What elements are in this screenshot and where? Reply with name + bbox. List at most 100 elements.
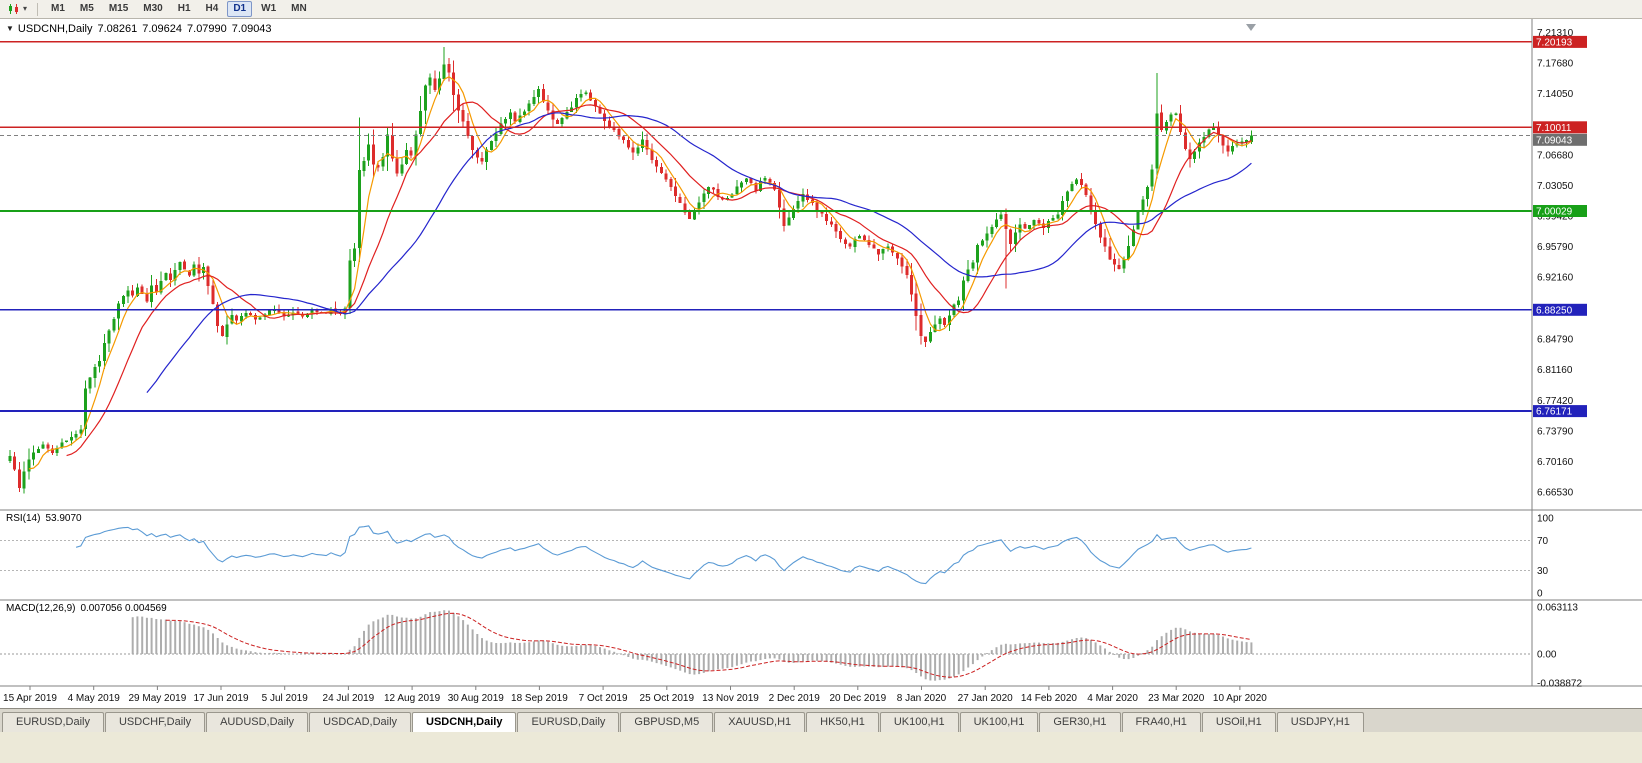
tab-hk50-h1[interactable]: HK50,H1: [806, 712, 879, 732]
svg-text:6.95790: 6.95790: [1537, 242, 1574, 253]
svg-text:4 Mar 2020: 4 Mar 2020: [1087, 693, 1138, 704]
svg-text:0.063113: 0.063113: [1537, 603, 1578, 614]
tab-usdcad-daily[interactable]: USDCAD,Daily: [309, 712, 412, 732]
svg-text:7.17680: 7.17680: [1537, 58, 1574, 69]
svg-text:27 Jan 2020: 27 Jan 2020: [958, 693, 1013, 704]
svg-text:0.00: 0.00: [1537, 650, 1557, 661]
svg-text:6.92160: 6.92160: [1537, 273, 1574, 284]
price-axis-labels: 7.21310 7.17680 7.14050 7.06680 7.03050 6.994…: [1537, 28, 1574, 499]
svg-text:7.10011: 7.10011: [1536, 123, 1572, 134]
chart-shift-marker-icon: [1246, 24, 1256, 31]
ohlc-open: 7.08261: [97, 23, 138, 35]
timeframe-button-m5[interactable]: M5: [79, 3, 94, 14]
tab-eurusd-daily[interactable]: EURUSD,Daily: [2, 712, 104, 732]
svg-text:18 Sep 2019: 18 Sep 2019: [511, 693, 568, 704]
timeframe-button-d1[interactable]: D1: [227, 1, 253, 17]
rsi-indicator-name: RSI(14): [6, 513, 41, 524]
tab-audusd-daily[interactable]: AUDUSD,Daily: [206, 712, 309, 732]
svg-text:4 May 2019: 4 May 2019: [68, 693, 121, 704]
timeframe-button-m1[interactable]: M1: [51, 3, 65, 14]
svg-text:30: 30: [1537, 566, 1549, 577]
rsi-panel: 100 70 30 0: [0, 514, 1554, 600]
svg-text:25 Oct 2019: 25 Oct 2019: [640, 693, 695, 704]
svg-text:6.88250: 6.88250: [1536, 305, 1573, 316]
svg-text:100: 100: [1537, 514, 1554, 525]
tab-uk100-h1[interactable]: UK100,H1: [879, 712, 959, 732]
svg-text:6.66530: 6.66530: [1537, 488, 1574, 499]
svg-text:8 Jan 2020: 8 Jan 2020: [897, 693, 947, 704]
tab-usdjpy-h1[interactable]: USDJPY,H1: [1276, 712, 1364, 732]
svg-text:6.70160: 6.70160: [1537, 457, 1574, 468]
svg-text:0: 0: [1537, 589, 1543, 600]
svg-text:7.21310: 7.21310: [1537, 28, 1574, 39]
ma-medium-line: [66, 101, 1252, 457]
svg-text:7.06680: 7.06680: [1537, 151, 1574, 162]
chart-panel[interactable]: 7.21310 7.17680 7.14050 7.06680 7.03050 6.994…: [0, 19, 1642, 708]
tab-fra40-h1[interactable]: FRA40,H1: [1121, 712, 1201, 732]
tab-usdcnh-daily[interactable]: USDCNH,Daily: [412, 712, 517, 732]
timeframe-button-m15[interactable]: M15: [108, 3, 129, 14]
time-axis-labels[interactable]: 15 Apr 2019 4 May 2019 29 May 2019 17 Jun 2…: [3, 686, 1267, 704]
collapse-chart-icon[interactable]: ▼: [6, 24, 14, 33]
svg-text:13 Nov 2019: 13 Nov 2019: [702, 693, 759, 704]
svg-text:6.84790: 6.84790: [1537, 334, 1574, 345]
rsi-indicator-label: RSI(14) 53.9070: [6, 513, 82, 524]
tab-gbpusd-m5[interactable]: GBPUSD,M5: [620, 712, 714, 732]
svg-text:2 Dec 2019: 2 Dec 2019: [769, 693, 821, 704]
timeframe-button-w1[interactable]: W1: [261, 3, 277, 14]
price-chart-svg[interactable]: 7.21310 7.17680 7.14050 7.06680 7.03050 6.994…: [0, 19, 1642, 708]
svg-text:6.99420: 6.99420: [1537, 212, 1574, 223]
window-footer: [0, 732, 1642, 763]
svg-text:7.03050: 7.03050: [1537, 181, 1574, 192]
svg-text:23 Mar 2020: 23 Mar 2020: [1148, 693, 1205, 704]
svg-text:17 Jun 2019: 17 Jun 2019: [193, 693, 248, 704]
svg-text:6.77420: 6.77420: [1537, 396, 1574, 407]
chart-canvas[interactable]: 7.21310 7.17680 7.14050 7.06680 7.03050 6.994…: [0, 19, 1642, 713]
svg-text:7.20193: 7.20193: [1536, 37, 1573, 48]
macd-indicator-values: 0.007056 0.004569: [80, 603, 167, 614]
timeframe-button-m30[interactable]: M30: [143, 3, 163, 14]
ma-fast-line: [28, 75, 1252, 470]
timeframe-button-mn[interactable]: MN: [291, 3, 307, 14]
svg-text:29 May 2019: 29 May 2019: [128, 693, 186, 704]
svg-text:15 Apr 2019: 15 Apr 2019: [3, 693, 57, 704]
macd-panel: 0.063113 0.00 -0.038872: [0, 603, 1582, 690]
macd-indicator-name: MACD(12,26,9): [6, 603, 76, 614]
tab-eurusd-daily[interactable]: EURUSD,Daily: [517, 712, 620, 732]
svg-text:6.76171: 6.76171: [1536, 407, 1573, 418]
tab-ger30-h1[interactable]: GER30,H1: [1039, 712, 1121, 732]
toolbar-separator: [37, 2, 39, 16]
svg-text:30 Aug 2019: 30 Aug 2019: [448, 693, 505, 704]
svg-text:6.81160: 6.81160: [1537, 365, 1573, 376]
svg-text:14 Feb 2020: 14 Feb 2020: [1021, 693, 1078, 704]
svg-text:6.73790: 6.73790: [1537, 427, 1574, 438]
chart-symbol-period: USDCNH,Daily: [17, 23, 93, 35]
timeframe-toolbar: ▾ M1 M5 M15 M30 H1 H4 D1 W1 MN: [0, 0, 1642, 19]
rsi-indicator-value: 53.9070: [45, 513, 82, 524]
svg-text:7 Oct 2019: 7 Oct 2019: [579, 693, 628, 704]
timeframe-buttons: M1 M5 M15 M30 H1 H4 D1 W1 MN: [45, 1, 313, 17]
tab-usdchf-daily[interactable]: USDCHF,Daily: [104, 712, 206, 732]
candlestick-series: [8, 46, 1253, 494]
svg-text:5 Jul 2019: 5 Jul 2019: [262, 693, 309, 704]
panel-separators[interactable]: [0, 19, 1642, 687]
horizontal-level-lines[interactable]: [0, 41, 1532, 413]
tab-uk100-h1[interactable]: UK100,H1: [959, 712, 1039, 732]
timeframe-button-h1[interactable]: H1: [177, 3, 191, 14]
tab-usoil-h1[interactable]: USOil,H1: [1201, 712, 1276, 732]
timeframe-button-h4[interactable]: H4: [205, 3, 219, 14]
svg-text:10 Apr 2020: 10 Apr 2020: [1213, 693, 1267, 704]
chart-type-button[interactable]: ▾: [4, 2, 30, 16]
ohlc-low: 7.07990: [187, 23, 227, 35]
svg-text:12 Aug 2019: 12 Aug 2019: [384, 693, 441, 704]
macd-indicator-label: MACD(12,26,9) 0.007056 0.004569: [6, 603, 167, 614]
ohlc-high: 7.09624: [142, 23, 183, 35]
candlestick-chart-icon: [9, 4, 18, 14]
chart-title: ▼ USDCNH,Daily 7.08261 7.09624 7.07990 7.0904…: [6, 23, 272, 35]
chevron-down-icon: ▾: [23, 4, 28, 13]
svg-text:7.14050: 7.14050: [1537, 89, 1574, 100]
svg-text:24 Jul 2019: 24 Jul 2019: [323, 693, 375, 704]
tab-xauusd-h1[interactable]: XAUUSD,H1: [714, 712, 806, 732]
svg-text:7.09043: 7.09043: [1536, 135, 1573, 146]
